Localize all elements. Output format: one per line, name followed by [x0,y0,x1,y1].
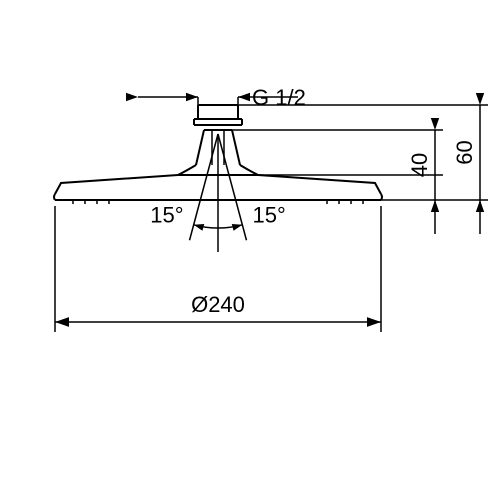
dim-40: 40 [407,153,432,177]
diameter-label: Ø240 [191,292,245,317]
angle-right-label: 15° [252,202,285,227]
thread-label: G 1/2 [252,85,306,110]
dim-60: 60 [452,140,477,164]
angle-left-label: 15° [150,202,183,227]
